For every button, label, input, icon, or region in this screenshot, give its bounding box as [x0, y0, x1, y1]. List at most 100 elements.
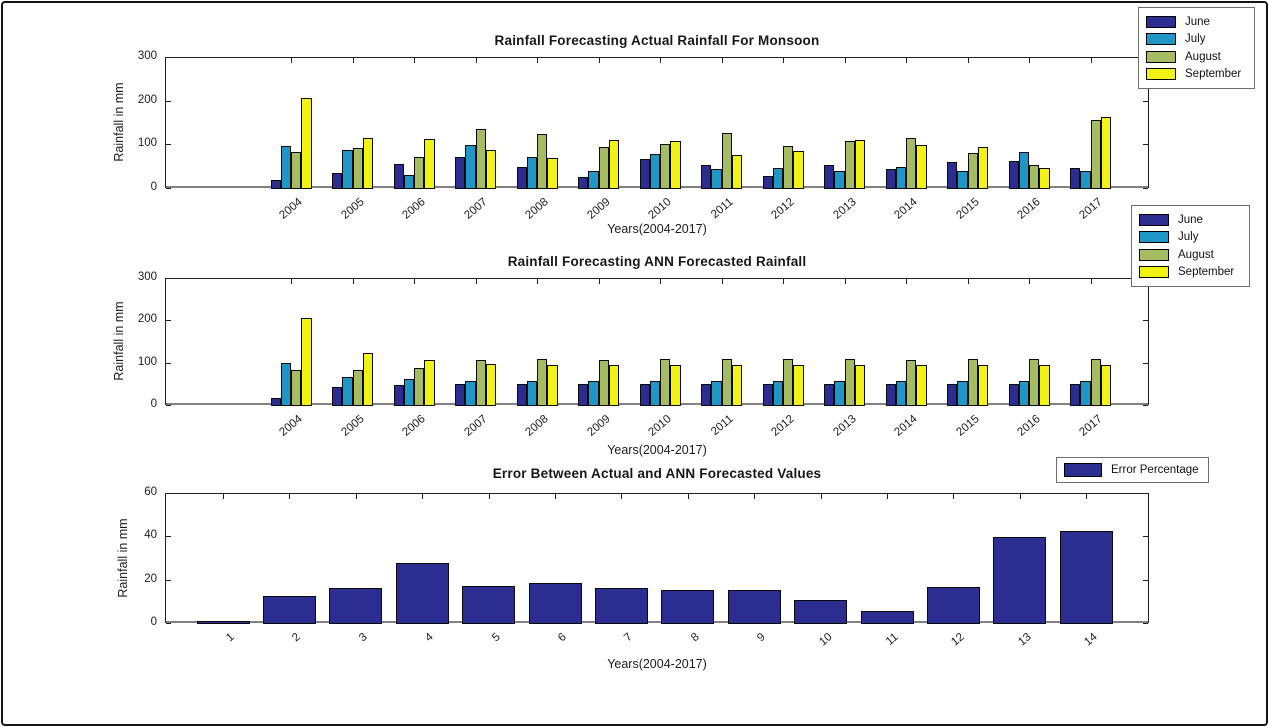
bar-june-2017 [1070, 383, 1081, 406]
legend-actual: June July August September [1138, 7, 1255, 89]
legend-label: September [1185, 68, 1242, 81]
chart-error-title: Error Between Actual and ANN Forecasted … [492, 466, 822, 481]
x-tick-mark [953, 494, 955, 499]
x-tick-mark [352, 58, 354, 63]
bar-error-percentage-7 [594, 588, 648, 624]
x-tick-mark [555, 494, 556, 499]
bar-error-percentage-4 [395, 563, 449, 624]
bar-september-2006 [424, 138, 435, 189]
legend-forecast: June July August September [1131, 205, 1250, 287]
x-tick-mark [783, 279, 784, 284]
bar-july-2007 [465, 380, 476, 406]
bar-september-2012 [793, 364, 804, 406]
x-axis-baseline [166, 621, 1148, 623]
bar-july-2005 [342, 150, 353, 189]
y-tick-mark [1143, 362, 1148, 364]
bar-june-2015 [947, 161, 958, 189]
bar-september-2016 [1039, 168, 1050, 189]
x-tick-mark [820, 494, 822, 499]
bar-june-2011 [701, 164, 712, 189]
bar-july-2005 [342, 377, 353, 406]
bar-august-2017 [1090, 359, 1101, 406]
y-tick-label: 100 [137, 355, 157, 368]
bar-july-2017 [1080, 171, 1091, 189]
bar-june-2015 [947, 383, 958, 406]
y-tick-label: 60 [144, 486, 157, 498]
bar-august-2005 [352, 148, 363, 189]
y-tick-label: 20 [144, 572, 157, 585]
bar-july-2017 [1080, 381, 1091, 406]
bar-august-2014 [906, 138, 917, 189]
bar-june-2005 [332, 386, 343, 406]
bar-july-2008 [526, 381, 537, 406]
legend-label: September [1178, 266, 1235, 279]
bar-september-2009 [608, 364, 619, 406]
bar-august-2011 [721, 132, 732, 189]
legend-item-august: August [1146, 48, 1247, 66]
x-tick-mark [844, 58, 846, 63]
bar-august-2008 [537, 133, 548, 189]
june-swatch [1146, 15, 1176, 28]
y-tick-mark [166, 144, 171, 146]
chart-forecast-ylabel: Rainfall in mm [112, 301, 126, 381]
legend-label: July [1178, 231, 1199, 244]
bar-june-2006 [393, 384, 404, 406]
bar-july-2006 [403, 378, 414, 406]
x-tick-mark [291, 58, 292, 63]
y-tick-label: 200 [137, 93, 157, 106]
x-tick-mark [598, 58, 600, 63]
x-tick-mark [1029, 58, 1030, 63]
bar-july-2016 [1018, 381, 1029, 406]
bar-august-2016 [1029, 359, 1040, 406]
y-tick-mark [1143, 623, 1148, 624]
chart-error-xlabel: Years(2004-2017) [607, 657, 707, 671]
x-tick-mark [537, 279, 538, 284]
bar-error-percentage-3 [329, 588, 383, 624]
bar-error-percentage-9 [727, 590, 781, 624]
x-tick-mark [721, 279, 723, 284]
x-tick-mark [355, 494, 357, 499]
x-tick-mark [488, 494, 490, 499]
bar-september-2010 [670, 140, 681, 189]
y-tick-mark [166, 493, 171, 494]
y-tick-label: 200 [137, 313, 157, 326]
september-swatch [1146, 68, 1176, 81]
bar-error-percentage-6 [528, 582, 582, 624]
legend-item-july: July [1146, 31, 1247, 49]
x-tick-mark [414, 58, 415, 63]
error-percentage-swatch [1064, 463, 1102, 477]
bar-august-2012 [783, 359, 794, 406]
bar-august-2006 [414, 367, 425, 406]
bar-july-2011 [711, 381, 722, 406]
bar-june-2010 [639, 158, 650, 189]
bar-august-2016 [1029, 165, 1040, 189]
bar-august-2015 [967, 153, 978, 189]
y-tick-mark [166, 623, 171, 624]
bar-june-2011 [701, 383, 712, 406]
y-tick-label: 300 [137, 271, 157, 283]
august-swatch [1139, 248, 1169, 261]
bar-august-2009 [598, 147, 609, 189]
bar-july-2011 [711, 169, 722, 189]
bar-august-2015 [967, 359, 978, 406]
bar-august-2004 [291, 370, 302, 406]
x-tick-mark [537, 58, 538, 63]
y-tick-mark [166, 579, 171, 581]
y-tick-mark [166, 362, 171, 364]
bar-june-2006 [393, 164, 404, 189]
y-tick-mark [166, 536, 171, 538]
bar-june-2007 [455, 383, 466, 406]
chart-actual-ylabel: Rainfall in mm [112, 82, 126, 162]
legend-label: August [1178, 248, 1214, 261]
chart-actual-xlabel: Years(2004-2017) [607, 222, 707, 236]
x-tick-mark [223, 494, 224, 499]
july-swatch [1146, 33, 1176, 46]
legend-item-september: September [1146, 66, 1247, 84]
bar-july-2007 [465, 145, 476, 189]
bar-july-2015 [957, 381, 968, 406]
legend-label: June [1178, 213, 1203, 226]
bar-july-2010 [649, 154, 660, 189]
bar-june-2009 [578, 383, 589, 406]
bar-september-2012 [793, 150, 804, 189]
bar-error-percentage-11 [860, 611, 914, 624]
